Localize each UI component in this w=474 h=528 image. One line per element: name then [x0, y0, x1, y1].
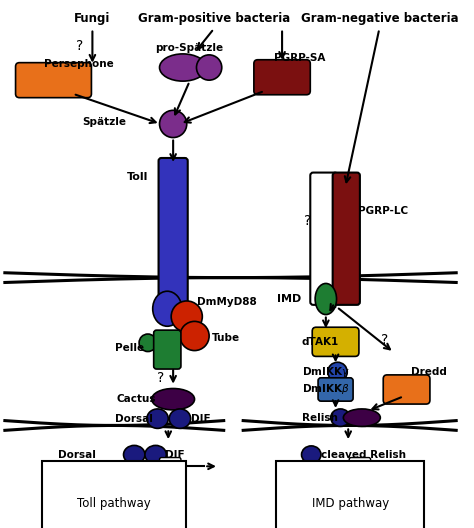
Text: IMD pathway: IMD pathway: [311, 497, 389, 510]
Ellipse shape: [153, 291, 182, 326]
FancyBboxPatch shape: [160, 458, 181, 475]
Text: DIF: DIF: [191, 413, 210, 423]
Text: Cactus: Cactus: [117, 394, 156, 404]
FancyBboxPatch shape: [154, 330, 181, 369]
Ellipse shape: [124, 446, 145, 464]
Ellipse shape: [343, 409, 380, 427]
Text: Fungi: Fungi: [74, 12, 110, 25]
Ellipse shape: [147, 409, 168, 428]
FancyBboxPatch shape: [318, 378, 353, 401]
Text: Toll pathway: Toll pathway: [77, 497, 151, 510]
Ellipse shape: [145, 446, 166, 464]
Text: ?: ?: [304, 214, 311, 228]
Ellipse shape: [180, 322, 209, 351]
Text: Spätzle: Spätzle: [82, 117, 127, 127]
Text: Dorsal: Dorsal: [58, 450, 96, 460]
Ellipse shape: [171, 301, 202, 332]
Text: Relish: Relish: [301, 413, 337, 423]
Text: ?: ?: [76, 39, 83, 53]
FancyBboxPatch shape: [16, 63, 91, 98]
Text: Gram-negative bacteria: Gram-negative bacteria: [301, 12, 458, 25]
Ellipse shape: [139, 334, 156, 352]
Ellipse shape: [301, 446, 321, 464]
FancyBboxPatch shape: [312, 327, 359, 356]
Text: ?: ?: [381, 333, 388, 347]
Text: DIF: DIF: [165, 450, 185, 460]
Text: DmIKK$\beta$: DmIKK$\beta$: [301, 382, 349, 397]
Ellipse shape: [315, 284, 337, 315]
Text: cleaved Relish: cleaved Relish: [321, 450, 406, 460]
Text: Toll: Toll: [127, 173, 148, 183]
Text: Dorsal: Dorsal: [115, 413, 153, 423]
Text: PGRP-LC: PGRP-LC: [358, 206, 408, 216]
Text: DmMyD88: DmMyD88: [198, 297, 257, 307]
FancyBboxPatch shape: [158, 158, 188, 319]
Text: Persephone: Persephone: [44, 59, 113, 69]
Ellipse shape: [160, 110, 187, 138]
Ellipse shape: [169, 409, 191, 428]
Ellipse shape: [331, 409, 350, 427]
Text: Dredd: Dredd: [411, 367, 447, 377]
Text: DmIKK$\gamma$: DmIKK$\gamma$: [301, 365, 349, 379]
FancyBboxPatch shape: [349, 458, 371, 475]
Ellipse shape: [160, 54, 206, 81]
Text: Gram-positive bacteria: Gram-positive bacteria: [138, 12, 290, 25]
FancyBboxPatch shape: [333, 173, 360, 305]
Text: IMD: IMD: [277, 294, 301, 304]
FancyBboxPatch shape: [254, 60, 310, 95]
Text: ?: ?: [157, 371, 164, 385]
FancyBboxPatch shape: [310, 173, 337, 305]
Text: dTAK1: dTAK1: [301, 337, 339, 347]
Text: pro-Spätzle: pro-Spätzle: [155, 43, 224, 53]
Ellipse shape: [197, 55, 222, 80]
Text: PGRP-SA: PGRP-SA: [274, 53, 326, 63]
FancyBboxPatch shape: [383, 375, 430, 404]
Ellipse shape: [152, 389, 194, 410]
Text: Tube: Tube: [212, 333, 240, 343]
Text: Toll pathway: Toll pathway: [77, 497, 151, 510]
Text: Pelle: Pelle: [115, 343, 144, 353]
Ellipse shape: [328, 362, 347, 382]
